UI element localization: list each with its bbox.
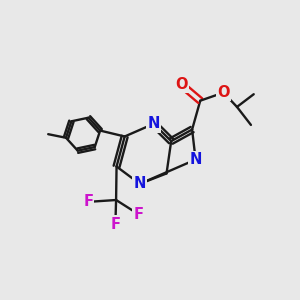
Text: N: N [189, 152, 202, 167]
Text: F: F [110, 217, 120, 232]
Text: O: O [175, 77, 188, 92]
Text: F: F [134, 207, 144, 222]
Text: O: O [217, 85, 230, 100]
Text: N: N [148, 116, 160, 131]
Text: F: F [83, 194, 93, 209]
Text: N: N [134, 176, 146, 191]
